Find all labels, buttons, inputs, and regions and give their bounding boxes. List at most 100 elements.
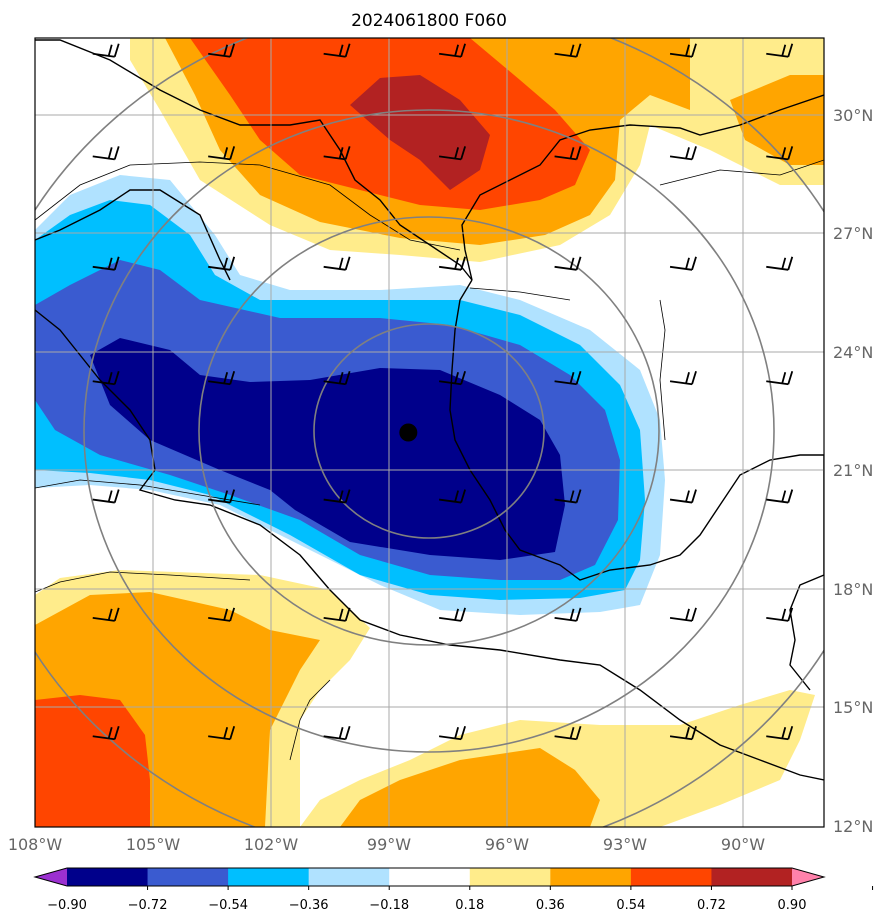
- wind-barb: [439, 146, 466, 161]
- colorbar-label: 0.54: [616, 898, 645, 913]
- wind-barb: [439, 370, 466, 386]
- y-tick-label: 12°N: [833, 817, 873, 836]
- contour-fill-0.36-northeast: [730, 75, 824, 165]
- wind-barb: [208, 607, 236, 622]
- border-line: [35, 161, 461, 251]
- wind-barb: [554, 607, 582, 622]
- colorbar-segment: [711, 868, 793, 886]
- wind-barb: [208, 370, 236, 386]
- wind-barb: [208, 146, 236, 161]
- wind-barb: [208, 726, 236, 741]
- range-ring-3deg: [313, 323, 545, 539]
- border-line: [469, 287, 571, 301]
- colorbar-label: 0.36: [536, 898, 565, 913]
- colorbar-segment: [550, 868, 632, 886]
- wind-barb: [669, 607, 697, 622]
- colorbar-label: 0.72: [697, 898, 726, 913]
- wind-barb: [439, 256, 466, 271]
- wind-barb: [554, 256, 582, 271]
- wind-barb: [92, 146, 120, 161]
- wind-barb: [766, 256, 794, 271]
- wind-barb: [92, 607, 120, 622]
- graticule: [35, 38, 824, 827]
- colorbar-segment: [630, 868, 712, 886]
- us-mexico-border: [35, 39, 473, 281]
- pacific-coast: [35, 309, 824, 781]
- wind-barb: [554, 726, 582, 741]
- wind-barb: [323, 370, 351, 386]
- positive-anomaly-southwest: [35, 570, 370, 827]
- yucatan-coast: [789, 455, 824, 691]
- map-frame: [34, 37, 825, 828]
- wind-barb: [92, 43, 120, 58]
- border-line: [35, 479, 261, 506]
- colorbar-segment: [469, 868, 551, 886]
- wind-barb: [766, 370, 794, 386]
- wind-barb: [323, 489, 351, 504]
- border-line: [659, 159, 824, 186]
- colorbar-label: −0.36: [289, 898, 329, 913]
- wind-barbs: [92, 43, 794, 741]
- wind-barb: [92, 726, 120, 741]
- wind-barb: [766, 43, 794, 58]
- wind-barb: [766, 726, 794, 741]
- wind-barb: [323, 726, 351, 741]
- y-tick-label: 27°N: [833, 224, 873, 243]
- state-borders: [35, 159, 824, 761]
- colorbar: −0.90 −0.72 −0.54 −0.36 −0.18 0.18 0.36 0.54 0.7…: [33, 867, 874, 913]
- colorbar-segment: [389, 868, 471, 886]
- range-rings: [35, 38, 824, 827]
- wind-barb: [766, 489, 794, 504]
- x-tick-label: 99°W: [367, 835, 411, 854]
- x-tick-label: 96°W: [485, 835, 529, 854]
- wind-barb: [554, 43, 582, 58]
- wind-barb: [669, 489, 697, 504]
- chart-title: 2024061800 F060: [351, 11, 507, 31]
- x-tick-label: 93°W: [603, 835, 647, 854]
- contour-fill-neg-0.72: [90, 338, 565, 560]
- y-tick-label: 30°N: [833, 106, 873, 125]
- wind-barb: [554, 370, 582, 386]
- colorbar-segment: [308, 868, 390, 886]
- positive-anomaly-north: [130, 38, 824, 262]
- contour-fill-0.54-southwest: [35, 695, 150, 827]
- wind-barb: [439, 607, 466, 622]
- y-tick-label: 18°N: [833, 580, 873, 599]
- wind-barb: [669, 256, 697, 271]
- range-ring-6deg: [198, 216, 660, 646]
- wind-barb: [669, 370, 697, 386]
- x-tick-label: 105°W: [126, 835, 181, 854]
- wind-barb: [208, 489, 236, 504]
- x-tick-labels: 108°W 105°W 102°W 99°W 96°W 93°W 90°W: [8, 835, 765, 854]
- colorbar-label: −0.18: [369, 898, 409, 913]
- wind-barb: [323, 43, 351, 58]
- wind-barb: [554, 489, 582, 504]
- colorbar-label: −0.54: [208, 898, 248, 913]
- contour-fill-0.72-north: [350, 75, 490, 190]
- wind-barb: [766, 146, 794, 161]
- contour-fill-0.36-southeast: [340, 748, 600, 827]
- colorbar-segment: [147, 868, 229, 886]
- wind-barb: [92, 489, 120, 504]
- y-tick-labels: 30°N 27°N 24°N 21°N 18°N 15°N 12°N: [833, 106, 873, 836]
- wind-barb: [323, 146, 351, 161]
- wind-barb: [92, 256, 120, 271]
- wind-barb: [323, 607, 351, 622]
- wind-barb: [439, 726, 466, 741]
- x-tick-label: 102°W: [244, 835, 299, 854]
- wind-barb: [669, 146, 697, 161]
- wind-barb: [323, 256, 351, 271]
- range-ring-9deg: [83, 109, 775, 753]
- colorbar-segment: [228, 868, 310, 886]
- wind-barb: [439, 43, 466, 58]
- border-line: [289, 679, 331, 761]
- storm-center-marker: [399, 423, 418, 442]
- colorbar-extend-high: [792, 868, 824, 886]
- colorbar-extend-low: [35, 868, 67, 886]
- wind-barb: [208, 43, 236, 58]
- border-line: [35, 571, 251, 593]
- y-tick-label: 15°N: [833, 698, 873, 717]
- y-tick-label: 21°N: [833, 461, 873, 480]
- x-tick-label: 108°W: [8, 835, 63, 854]
